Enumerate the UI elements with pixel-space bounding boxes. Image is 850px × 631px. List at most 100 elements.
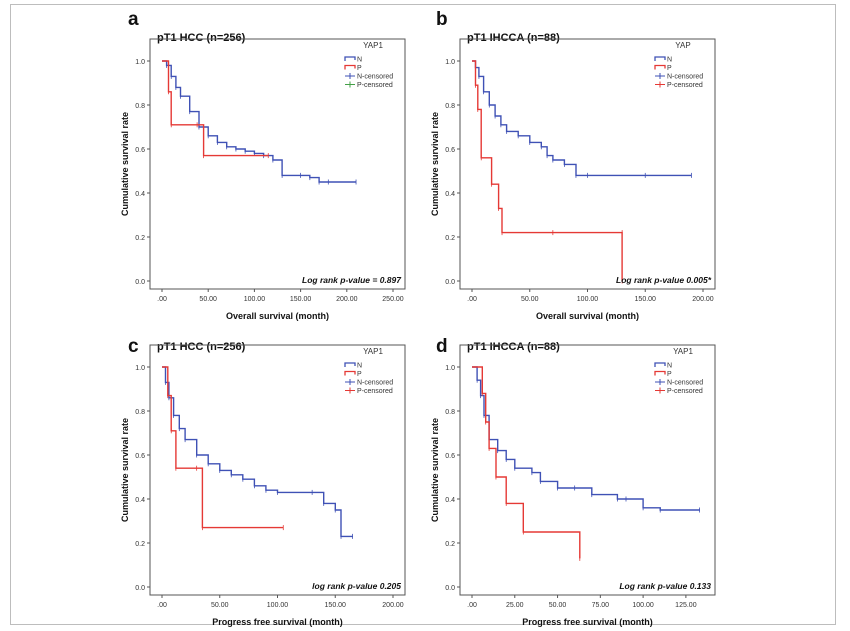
legend-entry: P-censored (667, 82, 703, 89)
panel-title: pT1 IHCCA (n=88) (467, 32, 560, 44)
legend-entry: N (667, 363, 672, 370)
x-tick-label: 200.00 (692, 296, 714, 303)
y-tick-label: 0.8 (135, 103, 145, 110)
legend-swatch (654, 370, 666, 376)
y-tick-label: 0.0 (135, 585, 145, 592)
p-value-annotation: Log rank p-value 0.133 (619, 581, 711, 591)
x-tick-label: 25.00 (506, 602, 524, 609)
x-tick-label: 200.00 (336, 296, 358, 303)
x-tick-label: 250.00 (382, 296, 404, 303)
km-curve-P (162, 366, 284, 529)
x-tick-label: 125.00 (675, 602, 697, 609)
y-tick-label: 0.6 (135, 453, 145, 460)
x-tick-label: 50.00 (521, 296, 539, 303)
x-tick-label: 50.00 (549, 602, 567, 609)
y-tick-label: 0.0 (135, 279, 145, 286)
y-tick-label: 0.8 (445, 409, 455, 416)
y-axis-label: Cumulative survival rate (120, 112, 130, 216)
y-tick-label: 0.6 (135, 147, 145, 154)
y-tick-label: 0.8 (135, 409, 145, 416)
y-tick-label: 0.0 (445, 279, 455, 286)
panel-b: b pT1 IHCCA (n=88) 0.0 0.2 0.4 0.6 0.8 1.0 .00 50… (430, 9, 716, 321)
panel-letter: c (128, 336, 139, 357)
y-tick-label: 0.2 (445, 235, 455, 242)
x-tick-label: 100.00 (244, 296, 266, 303)
y-tick-label: 0.4 (445, 497, 455, 504)
legend-title: YAP (675, 41, 690, 50)
panel-letter: a (128, 9, 139, 30)
x-tick-label: .00 (157, 602, 167, 609)
km-curve-N (472, 60, 692, 177)
panel-a: a pT1 HCC (n=256) 0.0 0.2 0.4 0.6 0.8 1.0 .00 50.… (120, 9, 406, 321)
y-tick-label: 0.8 (445, 103, 455, 110)
panel-title: pT1 HCC (n=256) (157, 32, 246, 44)
plot-area (149, 38, 406, 290)
y-tick-label: 0.0 (445, 585, 455, 592)
y-axis-label: Cumulative survival rate (430, 112, 440, 216)
x-tick-label: 100.00 (632, 602, 654, 609)
y-axis-label: Cumulative survival rate (430, 418, 440, 522)
legend-title: YAP1 (363, 347, 383, 356)
y-tick-label: 0.4 (135, 497, 145, 504)
legend-entry: P-censored (357, 82, 393, 89)
x-axis-label: Overall survival (month) (536, 311, 639, 321)
x-tick-label: 75.00 (592, 602, 610, 609)
x-tick-label: 50.00 (199, 296, 217, 303)
x-axis-label: Progress free survival (month) (212, 617, 343, 627)
panel-letter: b (436, 9, 448, 30)
legend-entry: N (667, 57, 672, 64)
y-tick-label: 0.2 (445, 541, 455, 548)
legend-swatch (654, 64, 666, 70)
x-tick-label: 100.00 (267, 602, 289, 609)
panel-letter: d (436, 336, 448, 357)
km-curve-N (162, 60, 356, 183)
legend-entry: P (357, 371, 362, 378)
x-tick-label: 200.00 (382, 602, 404, 609)
km-curve-P (162, 60, 269, 157)
x-tick-label: 50.00 (211, 602, 229, 609)
y-axis-label: Cumulative survival rate (120, 418, 130, 522)
panel-title: pT1 HCC (n=256) (157, 341, 246, 353)
panel-title: pT1 IHCCA (n=88) (467, 341, 560, 353)
legend-entry: N-censored (357, 380, 393, 387)
legend-entry: N (357, 363, 362, 370)
legend-entry: P-censored (357, 388, 393, 395)
p-value-annotation: Log rank p-value 0.005* (616, 275, 712, 285)
y-tick-label: 0.4 (135, 191, 145, 198)
legend-swatch (344, 370, 356, 376)
legend-swatch (654, 56, 666, 61)
legend-swatch (344, 56, 356, 61)
p-value-annotation: Log rank p-value = 0.897 (302, 275, 402, 285)
legend-entry: P-censored (667, 388, 703, 395)
x-tick-label: 150.00 (290, 296, 312, 303)
x-tick-label: 150.00 (325, 602, 347, 609)
y-tick-label: 1.0 (445, 59, 455, 66)
y-tick-label: 1.0 (135, 365, 145, 372)
legend-entry: N (357, 57, 362, 64)
legend-title: YAP1 (363, 41, 383, 50)
y-tick-label: 0.6 (445, 147, 455, 154)
y-tick-label: 0.6 (445, 453, 455, 460)
legend-entry: P (667, 65, 672, 72)
km-curve-N (162, 366, 353, 538)
p-value-annotation: log rank p-value 0.205 (312, 581, 401, 591)
legend-swatch (654, 362, 666, 367)
y-tick-label: 1.0 (135, 59, 145, 66)
x-tick-label: 150.00 (635, 296, 657, 303)
x-tick-label: .00 (157, 296, 167, 303)
plot-area (459, 344, 716, 596)
y-tick-label: 0.4 (445, 191, 455, 198)
figure-frame (10, 4, 836, 625)
x-axis-label: Overall survival (month) (226, 311, 329, 321)
legend-swatch (344, 64, 356, 70)
legend-entry: P (667, 371, 672, 378)
y-tick-label: 0.2 (135, 235, 145, 242)
y-tick-label: 1.0 (445, 365, 455, 372)
legend-swatch (344, 362, 356, 367)
y-tick-label: 0.2 (135, 541, 145, 548)
legend-entry: N-censored (667, 74, 703, 81)
legend-title: YAP1 (673, 347, 693, 356)
x-tick-label: .00 (467, 602, 477, 609)
panel-d: d pT1 IHCCA (n=88) 0.0 0.2 0.4 0.6 0.8 1.0 .00 25… (430, 336, 716, 627)
